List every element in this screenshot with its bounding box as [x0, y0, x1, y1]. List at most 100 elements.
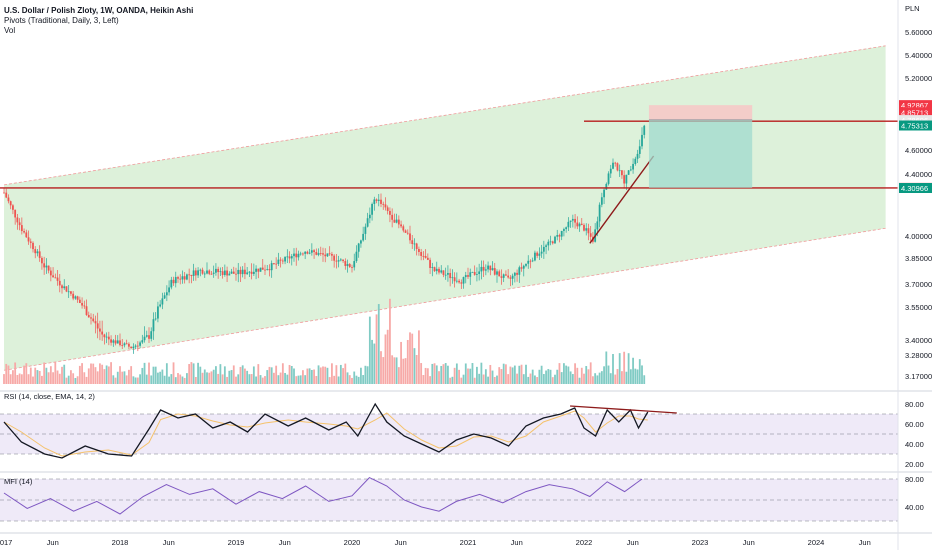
- price-badge: [899, 120, 932, 131]
- candle: [168, 287, 170, 293]
- volume-bar: [478, 373, 481, 384]
- volume-bar: [540, 365, 543, 384]
- volume-bar: [197, 362, 199, 384]
- volume-bar: [612, 354, 614, 384]
- volume-bar: [25, 363, 28, 384]
- price-tick-label: 4.00000: [905, 232, 932, 241]
- volume-bar: [163, 375, 166, 384]
- volume-bar: [522, 374, 525, 384]
- volume-bar: [261, 377, 264, 384]
- candle: [317, 253, 320, 255]
- mfi-label: MFI (14): [4, 477, 33, 486]
- candle: [223, 270, 226, 275]
- time-tick-label: 2022: [576, 538, 593, 547]
- volume-bar: [128, 369, 130, 384]
- candle: [643, 125, 646, 135]
- volume-bar: [63, 364, 66, 384]
- candle: [70, 291, 72, 294]
- volume-bar: [199, 366, 202, 384]
- candle: [306, 251, 309, 254]
- candle: [52, 275, 54, 278]
- candle: [237, 269, 240, 275]
- volume-bar: [616, 369, 619, 384]
- candle: [587, 228, 590, 234]
- candle: [618, 170, 621, 172]
- candle: [219, 271, 222, 273]
- volume-bar: [295, 376, 298, 384]
- volume-bar: [157, 372, 159, 384]
- volume-bar: [614, 374, 617, 384]
- volume-bar: [426, 368, 429, 384]
- candle: [206, 270, 208, 274]
- price-tick-label: 5.40000: [905, 51, 932, 60]
- volume-bar: [107, 366, 110, 384]
- volume-bar: [313, 369, 315, 384]
- volume-bar: [339, 364, 342, 384]
- volume-bar: [518, 365, 521, 384]
- volume-legend[interactable]: Vol: [4, 26, 16, 35]
- volume-bar: [152, 366, 155, 384]
- channel-fill: [4, 45, 886, 371]
- volume-bar: [23, 365, 25, 384]
- candle: [188, 274, 191, 276]
- volume-bar: [469, 368, 472, 384]
- candle: [78, 299, 81, 304]
- volume-bar: [43, 362, 46, 384]
- volume-bar: [638, 359, 641, 384]
- volume-bar: [105, 365, 108, 384]
- volume-bar: [150, 375, 153, 384]
- volume-bar: [422, 375, 425, 384]
- volume-bar: [455, 363, 458, 384]
- time-tick-label: Jun: [163, 538, 175, 547]
- volume-bar: [201, 372, 204, 384]
- candle: [125, 343, 128, 345]
- candle: [433, 267, 436, 272]
- volume-bar: [36, 370, 39, 384]
- candle: [569, 220, 572, 222]
- volume-bar: [467, 368, 469, 384]
- rsi-tick-label: 20.00: [905, 460, 924, 469]
- volume-bar: [217, 373, 220, 384]
- pivots-legend[interactable]: Pivots (Traditional, Daily, 3, Left): [4, 16, 119, 25]
- volume-bar: [415, 354, 418, 384]
- volume-bar: [90, 363, 92, 384]
- candle: [578, 223, 581, 227]
- volume-bar: [618, 353, 621, 384]
- volume-bar: [438, 371, 440, 384]
- candle: [252, 271, 255, 274]
- candle: [339, 259, 342, 261]
- volume-bar: [545, 370, 547, 384]
- rsi-tick-label: 80.00: [905, 400, 924, 409]
- candle: [382, 203, 385, 205]
- volume-bar: [342, 368, 344, 384]
- candle: [400, 224, 402, 227]
- volume-bar: [516, 373, 518, 384]
- time-tick-label: 2018: [112, 538, 129, 547]
- candle: [442, 270, 445, 275]
- candle: [27, 237, 30, 242]
- volume-bar: [226, 376, 228, 384]
- candle: [315, 252, 318, 255]
- candle: [558, 235, 561, 237]
- volume-bar: [219, 364, 222, 384]
- candle: [377, 199, 380, 201]
- candle: [152, 319, 155, 332]
- rsi-line: [3, 402, 649, 459]
- candle: [96, 323, 99, 329]
- candle: [266, 269, 269, 270]
- volume-bar: [583, 373, 585, 384]
- volume-bar: [375, 314, 378, 384]
- rsi-ema-line: [3, 410, 648, 457]
- candle: [540, 251, 543, 254]
- candle: [585, 228, 588, 231]
- price-tick-label: 4.40000: [905, 170, 932, 179]
- candle: [14, 209, 17, 218]
- candle: [194, 270, 197, 276]
- candle: [67, 291, 70, 293]
- volume-bar: [81, 363, 83, 384]
- candle: [505, 274, 507, 276]
- volume-bar: [567, 366, 570, 384]
- candle: [179, 278, 182, 280]
- candle: [565, 227, 568, 230]
